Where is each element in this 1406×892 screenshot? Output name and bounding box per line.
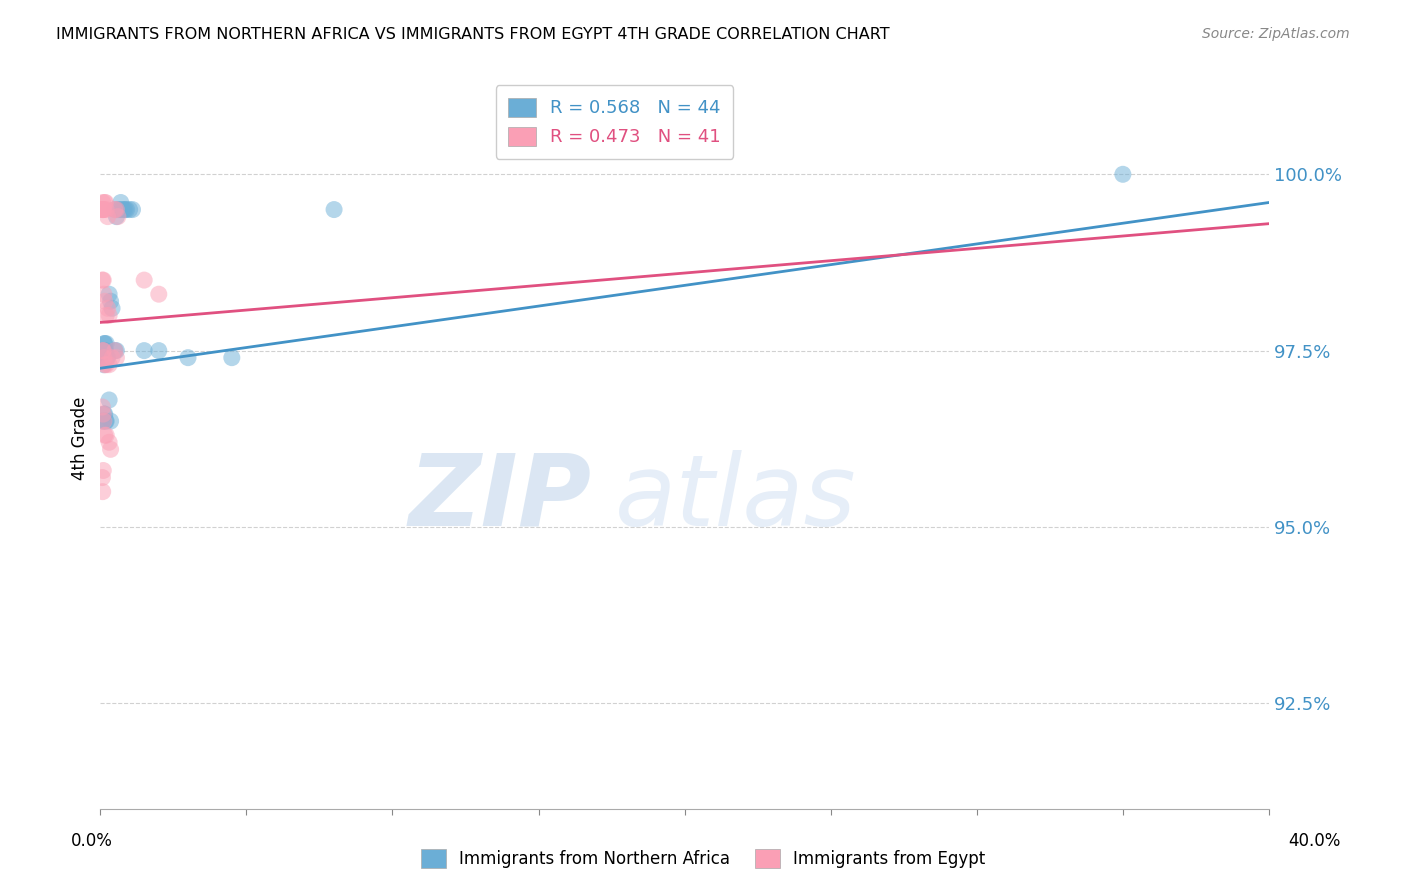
Point	[91, 484, 114, 499]
Point	[93, 202, 115, 217]
Point	[91, 202, 114, 217]
Point	[91, 343, 114, 358]
Text: IMMIGRANTS FROM NORTHERN AFRICA VS IMMIGRANTS FROM EGYPT 4TH GRADE CORRELATION C: IMMIGRANTS FROM NORTHERN AFRICA VS IMMIG…	[56, 27, 890, 42]
Y-axis label: 4th Grade: 4th Grade	[72, 397, 89, 481]
Point	[96, 351, 118, 365]
Point	[91, 343, 114, 358]
Point	[101, 351, 124, 365]
Point	[104, 343, 127, 358]
Text: 0.0%: 0.0%	[70, 831, 112, 849]
Point	[105, 351, 128, 365]
Point	[93, 414, 115, 428]
Point	[105, 343, 128, 358]
Point	[101, 301, 124, 316]
Point	[98, 287, 121, 301]
Point	[93, 294, 115, 309]
Point	[91, 202, 114, 217]
Point	[105, 210, 128, 224]
Point	[115, 202, 138, 217]
Point	[134, 343, 156, 358]
Text: 40.0%: 40.0%	[1288, 831, 1341, 849]
Point	[118, 202, 141, 217]
Point	[93, 407, 115, 421]
Point	[93, 287, 115, 301]
Point	[93, 336, 115, 351]
Point	[111, 202, 134, 217]
Point	[104, 202, 127, 217]
Point	[104, 343, 127, 358]
Point	[105, 202, 128, 217]
Point	[90, 343, 112, 358]
Point	[93, 407, 115, 421]
Point	[97, 351, 120, 365]
Legend: R = 0.568   N = 44, R = 0.473   N = 41: R = 0.568 N = 44, R = 0.473 N = 41	[496, 85, 734, 159]
Point	[96, 309, 118, 323]
Point	[96, 358, 118, 372]
Text: atlas: atlas	[614, 450, 856, 547]
Point	[1112, 167, 1135, 181]
Point	[112, 202, 135, 217]
Point	[93, 195, 115, 210]
Point	[108, 202, 131, 217]
Point	[91, 414, 114, 428]
Point	[323, 202, 346, 217]
Point	[98, 358, 121, 372]
Text: Source: ZipAtlas.com: Source: ZipAtlas.com	[1202, 27, 1350, 41]
Point	[91, 414, 114, 428]
Point	[94, 414, 117, 428]
Point	[91, 400, 114, 414]
Point	[93, 351, 115, 365]
Point	[93, 428, 115, 442]
Point	[96, 202, 118, 217]
Point	[93, 343, 115, 358]
Point	[98, 435, 121, 450]
Point	[90, 202, 112, 217]
Point	[148, 343, 170, 358]
Point	[91, 202, 114, 217]
Point	[98, 309, 121, 323]
Point	[93, 343, 115, 358]
Point	[98, 392, 121, 407]
Point	[91, 343, 114, 358]
Point	[121, 202, 143, 217]
Point	[93, 358, 115, 372]
Point	[91, 343, 114, 358]
Point	[94, 343, 117, 358]
Point	[91, 351, 114, 365]
Point	[221, 351, 243, 365]
Point	[104, 202, 127, 217]
Point	[107, 210, 129, 224]
Point	[177, 351, 200, 365]
Point	[91, 463, 114, 477]
Point	[148, 287, 170, 301]
Point	[91, 351, 114, 365]
Point	[94, 195, 117, 210]
Legend: Immigrants from Northern Africa, Immigrants from Egypt: Immigrants from Northern Africa, Immigra…	[413, 843, 993, 875]
Point	[91, 273, 114, 287]
Point	[96, 336, 118, 351]
Point	[100, 294, 122, 309]
Point	[97, 301, 120, 316]
Point	[100, 414, 122, 428]
Point	[110, 195, 132, 210]
Point	[114, 202, 136, 217]
Point	[91, 195, 114, 210]
Point	[93, 336, 115, 351]
Point	[93, 358, 115, 372]
Point	[97, 210, 120, 224]
Point	[107, 202, 129, 217]
Text: ZIP: ZIP	[408, 450, 591, 547]
Point	[96, 414, 118, 428]
Point	[91, 273, 114, 287]
Point	[134, 273, 156, 287]
Point	[96, 428, 118, 442]
Point	[91, 470, 114, 484]
Point	[91, 407, 114, 421]
Point	[100, 442, 122, 457]
